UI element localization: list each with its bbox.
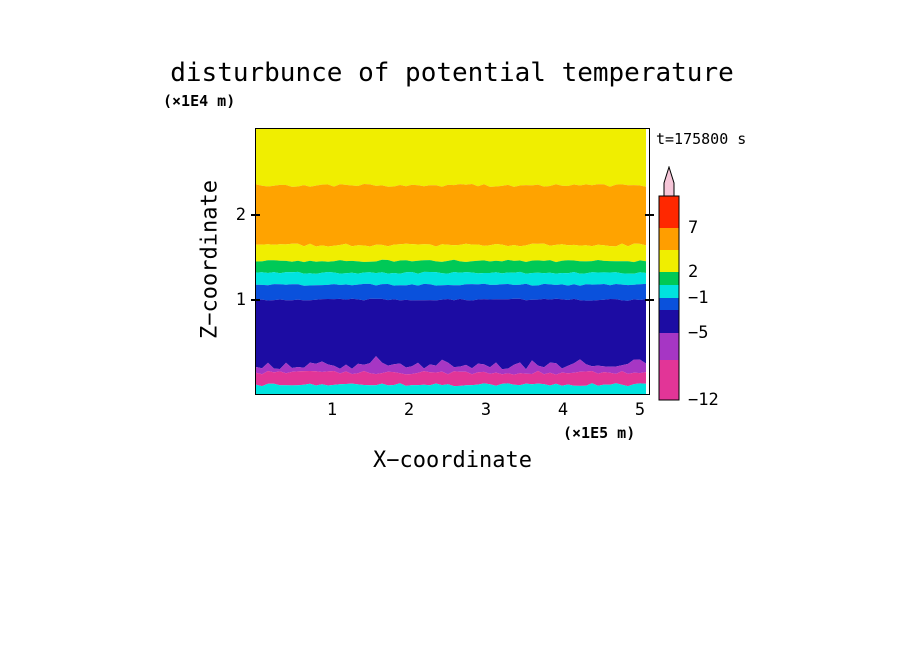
- contour-band-blue: [256, 283, 646, 301]
- colorbar-segment-0: [659, 196, 679, 228]
- contour-band-green: [256, 259, 646, 274]
- colorbar-segment-5: [659, 298, 679, 310]
- x-tick-label: 1: [326, 400, 338, 420]
- x-tick-label: 3: [480, 400, 492, 420]
- colorbar-tick-label: 2: [688, 262, 699, 282]
- y-tick-label: 1: [235, 290, 246, 310]
- x-tick-label: 5: [634, 400, 646, 420]
- colorbar-segment-8: [659, 360, 679, 400]
- colorbar: [658, 165, 680, 410]
- contour-band-cyan-bottom: [256, 383, 646, 394]
- contour-band-yellow-upper: [256, 129, 646, 187]
- y-tick-mark: [645, 299, 654, 301]
- y-tick-mark: [251, 299, 260, 301]
- colorbar-border: [658, 195, 680, 401]
- contour-band-purple: [256, 356, 646, 375]
- contour-band-orange: [256, 184, 646, 247]
- contour-plot: [256, 129, 646, 394]
- y-tick-mark: [251, 214, 260, 216]
- colorbar-segment-6: [659, 310, 679, 333]
- colorbar-scale: [658, 165, 680, 401]
- colorbar-segment-7: [659, 333, 679, 360]
- contour-band-magenta: [256, 370, 646, 387]
- y-tick-mark: [645, 214, 654, 216]
- chart-title: disturbunce of potential temperature: [170, 58, 734, 88]
- colorbar-tick-label: 7: [688, 218, 699, 238]
- colorbar-segment-3: [659, 272, 679, 285]
- colorbar-segment-1: [659, 228, 679, 250]
- plot-area: [255, 128, 650, 395]
- y-axis-title: Z−coordinate: [197, 180, 223, 339]
- colorbar-segment-4: [659, 285, 679, 298]
- x-axis-unit-label: (×1E5 m): [563, 424, 636, 442]
- colorbar-segment-2: [659, 250, 679, 272]
- colorbar-tick-label: −5: [688, 323, 709, 343]
- y-axis-unit-label: (×1E4 m): [163, 92, 236, 110]
- contour-band-cyan: [256, 271, 646, 286]
- colorbar-overflow-arrow: [663, 165, 675, 197]
- contour-band-yellow-lower: [256, 243, 646, 263]
- x-axis-title: X−coordinate: [373, 448, 532, 473]
- time-annotation: t=175800 s: [656, 130, 747, 148]
- colorbar-tick-label: −1: [688, 288, 709, 308]
- y-tick-label: 2: [235, 205, 246, 225]
- contour-band-navy: [256, 298, 646, 370]
- colorbar-tick-label: −12: [688, 390, 719, 410]
- x-tick-label: 2: [403, 400, 415, 420]
- x-tick-label: 4: [557, 400, 569, 420]
